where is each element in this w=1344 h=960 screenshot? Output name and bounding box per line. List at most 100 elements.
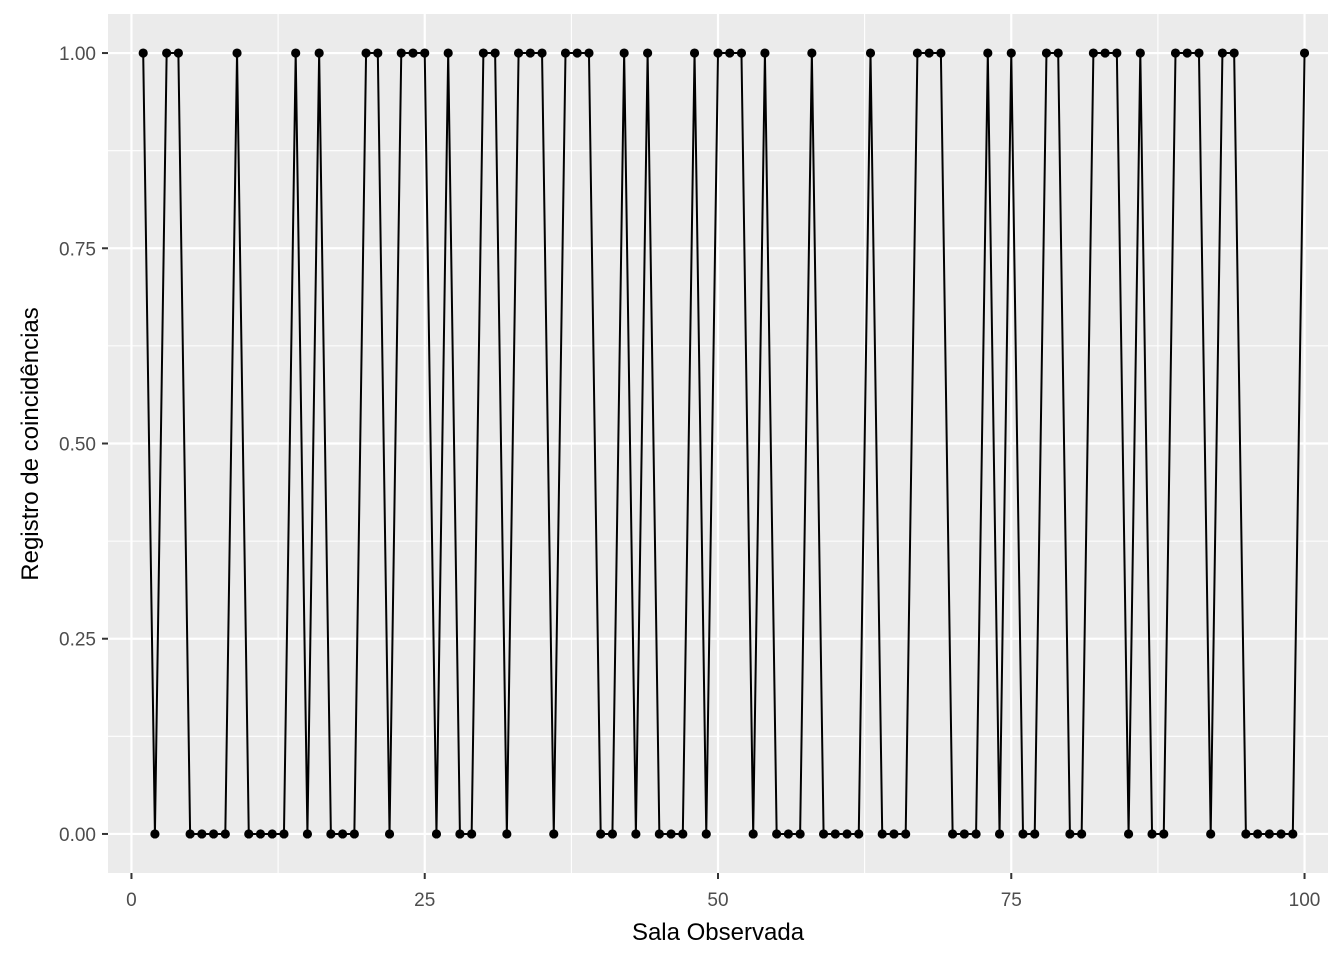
data-point xyxy=(596,829,606,839)
data-point xyxy=(959,829,969,839)
data-point xyxy=(643,48,653,58)
data-point xyxy=(1206,829,1216,839)
data-point xyxy=(314,48,324,58)
data-point xyxy=(537,48,547,58)
data-point xyxy=(162,48,172,58)
x-tick-label: 50 xyxy=(707,890,728,911)
x-tick-label: 75 xyxy=(1001,890,1022,911)
data-point xyxy=(349,829,359,839)
data-point xyxy=(420,48,430,58)
y-tick-label: 1.00 xyxy=(59,44,96,65)
series-line xyxy=(142,52,1306,835)
y-tick-label: 0.25 xyxy=(59,630,96,651)
data-point xyxy=(889,829,899,839)
data-point xyxy=(513,48,524,58)
data-point xyxy=(783,829,793,839)
data-point xyxy=(1182,48,1192,58)
data-point xyxy=(701,829,711,839)
data-point xyxy=(560,48,571,58)
data-point xyxy=(150,829,160,839)
data-point xyxy=(1018,829,1028,839)
data-point xyxy=(361,48,371,58)
data-point xyxy=(1241,829,1251,839)
data-point xyxy=(1030,829,1040,839)
data-point xyxy=(1288,829,1298,839)
data-point xyxy=(490,48,500,58)
x-tick-label: 25 xyxy=(414,890,435,911)
data-point xyxy=(924,48,934,58)
data-point xyxy=(936,48,946,58)
data-point xyxy=(1217,48,1228,58)
y-tick-label: 0.75 xyxy=(59,239,96,260)
data-point xyxy=(1006,48,1016,58)
series-path xyxy=(142,52,1306,835)
data-point xyxy=(865,48,876,58)
data-point xyxy=(795,829,805,839)
data-point xyxy=(1065,829,1075,839)
data-point xyxy=(607,829,618,839)
data-point xyxy=(1253,829,1263,839)
data-point xyxy=(244,829,254,839)
y-tick-label: 0.00 xyxy=(59,825,96,846)
data-point xyxy=(654,829,664,839)
data-point xyxy=(912,48,923,58)
y-tick-label: 0.50 xyxy=(59,435,96,456)
data-point xyxy=(208,829,219,839)
data-point xyxy=(994,829,1005,839)
data-point xyxy=(467,829,477,839)
data-point xyxy=(220,829,230,839)
y-axis-title: Registro de coincidências xyxy=(17,307,44,580)
data-point xyxy=(1077,829,1087,839)
data-point xyxy=(678,829,688,839)
data-point xyxy=(279,829,289,839)
data-point xyxy=(431,829,442,839)
data-point xyxy=(173,48,183,58)
data-point xyxy=(291,48,301,58)
data-point xyxy=(138,48,148,58)
data-point xyxy=(1088,48,1098,58)
data-point xyxy=(255,829,266,839)
data-point xyxy=(1041,48,1052,58)
data-point xyxy=(478,48,488,58)
x-axis-title: Sala Observada xyxy=(632,919,805,946)
data-point xyxy=(338,829,348,839)
data-point xyxy=(502,829,512,839)
data-point xyxy=(1159,829,1169,839)
data-point xyxy=(948,829,958,839)
data-point xyxy=(748,829,758,839)
x-tick-label: 0 xyxy=(126,890,137,911)
data-point xyxy=(1264,829,1274,839)
data-point xyxy=(1229,48,1239,58)
data-point xyxy=(971,829,981,839)
data-point xyxy=(1112,48,1122,58)
data-point xyxy=(1123,829,1134,839)
data-point xyxy=(525,48,535,58)
data-point xyxy=(689,48,700,58)
data-point xyxy=(736,48,747,58)
data-point xyxy=(818,829,829,839)
data-point xyxy=(384,829,395,839)
data-point xyxy=(572,48,582,58)
data-point xyxy=(408,48,418,58)
data-point xyxy=(584,48,594,58)
series-points xyxy=(138,48,1310,839)
data-point xyxy=(854,829,864,839)
data-point xyxy=(373,48,383,58)
data-point xyxy=(877,829,887,839)
data-point xyxy=(725,48,735,58)
data-point xyxy=(619,48,629,58)
data-point xyxy=(807,48,817,58)
data-point xyxy=(267,829,277,839)
data-point xyxy=(1147,829,1157,839)
data-point xyxy=(455,829,465,839)
data-point xyxy=(185,829,195,839)
data-point xyxy=(1170,48,1181,58)
grid-major xyxy=(108,14,1328,873)
data-point xyxy=(1135,48,1145,58)
data-point xyxy=(443,48,453,58)
data-point xyxy=(760,48,770,58)
data-point xyxy=(1194,48,1204,58)
data-point xyxy=(713,48,723,58)
data-point xyxy=(983,48,993,58)
